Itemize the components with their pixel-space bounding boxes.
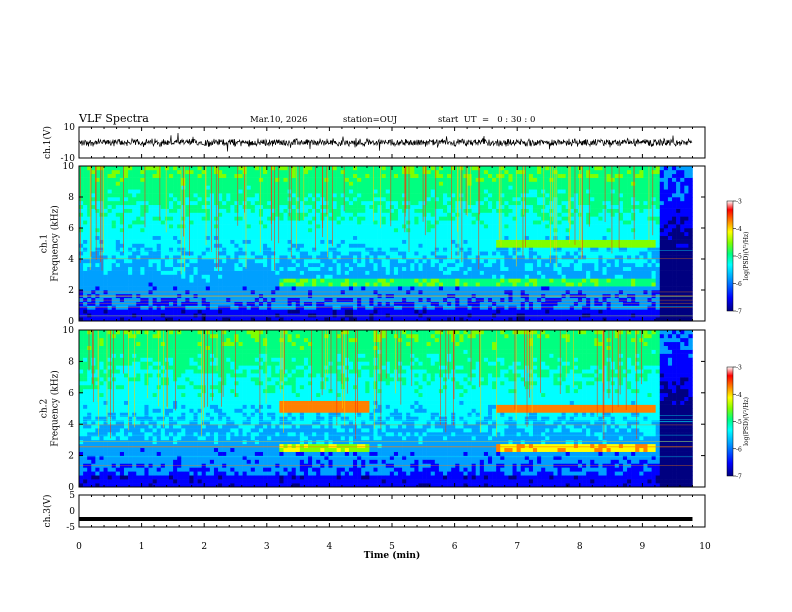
ch3-ylabel: ch.3(V) xyxy=(42,495,53,528)
colorbar-ch2-tick-label: -5 xyxy=(736,419,742,426)
time-tick-label: 9 xyxy=(640,542,646,552)
colorbar-ch2-tick-label: -7 xyxy=(736,474,742,481)
ch1-spectrogram-ytick-label: 2 xyxy=(68,286,74,296)
ch2-spectrogram-panel: 0 2 4 6 8 10 ch.2Frequency (kHz) xyxy=(40,326,706,493)
ch3-waveform-panel: 5 0 -5 ch.3(V) xyxy=(42,491,706,533)
ch1-waveform-line xyxy=(78,132,693,152)
colorbar-ch1-tick-label: -5 xyxy=(736,254,742,261)
ch1-spectrogram-panel: 0 2 4 6 8 10 ch.1Frequency (kHz) xyxy=(40,162,706,327)
colorbar-ch2: -3 -4 -5 -6 -7 log(PSD)(V²/Hz) xyxy=(726,365,750,481)
ch2-spectrogram-ytick-label: 10 xyxy=(63,326,75,336)
station-label: station=OUJ xyxy=(343,115,398,125)
time-tick-label: 10 xyxy=(699,542,711,552)
ch2-spectrogram-cells xyxy=(79,330,693,488)
colorbar-ch2-tick-label: -4 xyxy=(736,392,742,399)
colorbar-ch1-tick-label: -6 xyxy=(736,281,742,288)
ch3-ytick-label: 0 xyxy=(69,507,75,517)
colorbar-ch2-gradient xyxy=(726,366,734,477)
ch3-ytick-label: 5 xyxy=(69,491,75,501)
time-tick-label: 7 xyxy=(514,542,520,552)
colorbar-ch2-tick-label: -6 xyxy=(736,446,742,453)
ch3-ytick-label: -5 xyxy=(66,523,75,533)
panel-frame xyxy=(78,494,706,528)
time-tick-label: 6 xyxy=(452,542,458,552)
colorbar-ch1-tick-label: -3 xyxy=(736,199,742,206)
colorbar-ch1: -3 -4 -5 -6 -7 log(PSD)(V²/Hz) xyxy=(726,199,750,316)
time-tick-label: 3 xyxy=(264,542,270,552)
time-axis-label: Time (min) xyxy=(364,550,421,561)
time-tick-label: 2 xyxy=(201,542,207,552)
ch1-spectrogram-cells xyxy=(79,166,693,322)
colorbar-ch1-tick-label: -7 xyxy=(736,309,742,316)
ch1-ytick-label: -10 xyxy=(61,154,76,164)
ch1-spectrogram-ytick-label: 8 xyxy=(68,193,74,203)
time-axis: 0 1 2 3 4 5 6 7 8 9 10 Time (min) xyxy=(76,542,711,561)
colorbar-ch1-tick-label: -4 xyxy=(736,226,742,233)
time-tick-label: 5 xyxy=(389,542,395,552)
ch2-spectrogram-ylabel: ch.2Frequency (kHz) xyxy=(40,370,61,447)
ch1-spectrogram-ytick-label: 0 xyxy=(68,317,74,327)
colorbar-ch1-label: log(PSD)(V²/Hz) xyxy=(743,232,750,281)
ch1-spectrogram-ytick-label: 4 xyxy=(68,255,74,265)
colorbar-ch2-tick-label: -3 xyxy=(736,365,742,372)
ch1-ylabel: ch.1(V) xyxy=(42,126,53,159)
colorbar-ch1-gradient xyxy=(726,200,734,312)
time-tick-label: 1 xyxy=(139,542,145,552)
ch1-spectrogram-ytick-label: 10 xyxy=(63,162,75,172)
ch1-spectrogram-ylabel: ch.1Frequency (kHz) xyxy=(40,205,61,282)
colorbar-ch2-label: log(PSD)(V²/Hz) xyxy=(743,397,750,446)
start-time-label: start UT = 0 : 30 : 0 xyxy=(438,115,536,125)
time-tick-label: 8 xyxy=(577,542,583,552)
ch1-ytick-label: 10 xyxy=(64,123,76,133)
time-tick-label: 0 xyxy=(76,542,82,552)
ch2-spectrogram-sferics xyxy=(79,330,693,466)
ch2-spectrogram-ytick-label: 8 xyxy=(68,357,74,367)
ch1-spectrogram-sferics xyxy=(79,166,693,317)
date-label: Mar.10, 2026 xyxy=(250,115,308,125)
ch1-spectrogram-ytick-label: 6 xyxy=(68,224,74,234)
ch2-spectrogram-ytick-label: 2 xyxy=(68,452,74,462)
ch1-waveform-panel: 10 -10 ch.1(V) xyxy=(42,123,706,164)
chart-title: VLF Spectra xyxy=(79,112,149,125)
ch2-spectrogram-ytick-label: 0 xyxy=(68,483,74,493)
time-tick-label: 4 xyxy=(327,542,333,552)
ch2-spectrogram-ytick-label: 4 xyxy=(68,420,74,430)
ch2-spectrogram-ytick-label: 6 xyxy=(68,389,74,399)
